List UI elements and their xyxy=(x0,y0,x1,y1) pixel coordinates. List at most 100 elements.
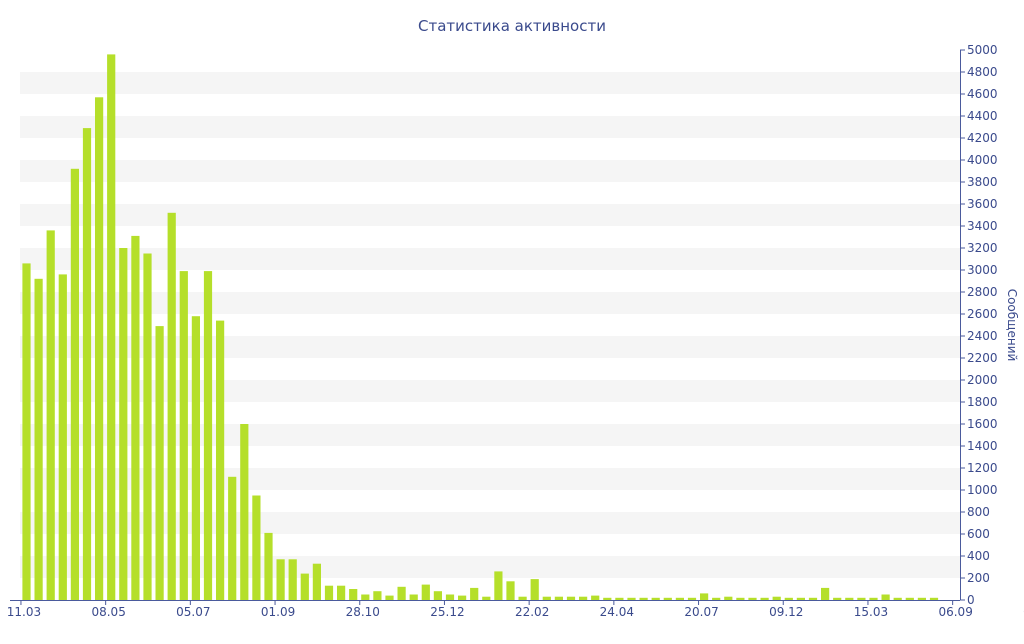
y-tick-label: 1200 xyxy=(967,461,998,475)
bar xyxy=(821,587,830,600)
x-tick-label: 24.04 xyxy=(600,605,634,619)
y-tick-label: 1000 xyxy=(967,483,998,497)
bar xyxy=(58,274,67,600)
bar xyxy=(639,597,648,600)
bar xyxy=(542,596,551,600)
bar xyxy=(70,168,79,601)
y-tick-label: 4600 xyxy=(967,87,998,101)
y-tick-label: 400 xyxy=(967,549,990,563)
y-tick-label: 4400 xyxy=(967,109,998,123)
y-tick-label: 3400 xyxy=(967,219,998,233)
bar xyxy=(518,596,527,600)
chart-title: Статистика активности xyxy=(418,17,606,35)
grid-band xyxy=(20,292,960,314)
bar xyxy=(107,54,116,600)
bar xyxy=(929,597,939,600)
bar xyxy=(143,253,152,600)
bar xyxy=(433,591,442,600)
bar xyxy=(385,595,394,600)
x-tick-label: 15.03 xyxy=(854,605,888,619)
bar xyxy=(312,563,321,600)
bar xyxy=(337,585,346,600)
y-tick-label: 2400 xyxy=(967,329,998,343)
bar xyxy=(458,595,467,600)
bar xyxy=(869,597,878,600)
y-tick-label: 3600 xyxy=(967,197,998,211)
bar xyxy=(82,128,92,600)
bar xyxy=(893,597,902,600)
bar xyxy=(46,230,55,600)
y-tick-label: 2000 xyxy=(967,373,998,387)
bar xyxy=(203,271,213,600)
bar xyxy=(349,589,358,600)
grid-band xyxy=(20,380,960,402)
bar xyxy=(554,596,563,600)
bar xyxy=(566,596,576,600)
bar xyxy=(397,586,406,600)
bar xyxy=(216,320,225,600)
y-tick-label: 800 xyxy=(967,505,990,519)
bar xyxy=(191,316,200,600)
y-tick-label: 200 xyxy=(967,571,990,585)
grid-band xyxy=(20,72,960,94)
bar xyxy=(530,579,539,600)
bar xyxy=(445,594,455,600)
bar xyxy=(687,597,697,600)
bar xyxy=(506,581,515,600)
x-tick-label: 11.03 xyxy=(7,605,41,619)
y-tick-label: 1600 xyxy=(967,417,998,431)
bar xyxy=(264,532,273,600)
y-tick-label: 2200 xyxy=(967,351,998,365)
y-tick-label: 1800 xyxy=(967,395,998,409)
bar xyxy=(857,597,866,600)
axes: 0 200 400 600 800 1000 1200 1400 1600 1800 2000 220… xyxy=(7,43,1024,619)
bar xyxy=(712,597,721,600)
bar xyxy=(760,597,769,600)
bar xyxy=(167,212,176,601)
bar xyxy=(845,597,854,600)
y-axis-label: Сообщений xyxy=(1005,289,1019,362)
y-tick-label: 3800 xyxy=(967,175,998,189)
x-tick-label: 25.12 xyxy=(430,605,464,619)
bar xyxy=(119,248,128,600)
bar xyxy=(288,559,297,600)
grid-band xyxy=(20,336,960,358)
grid-band xyxy=(20,160,960,182)
bar xyxy=(772,596,781,600)
bar xyxy=(591,595,600,600)
grid-band xyxy=(20,424,960,446)
bar xyxy=(700,593,709,600)
bar xyxy=(361,594,370,600)
y-tick-label: 5000 xyxy=(967,43,998,57)
y-tick-label: 2800 xyxy=(967,285,998,299)
bar xyxy=(470,587,479,600)
x-tick-label: 08.05 xyxy=(91,605,125,619)
bar xyxy=(663,597,672,600)
bar xyxy=(240,424,249,600)
bar xyxy=(579,596,588,600)
bar xyxy=(95,97,104,601)
bar xyxy=(34,278,43,600)
bar xyxy=(252,495,261,600)
bar xyxy=(627,597,636,600)
y-tick-label: 600 xyxy=(967,527,990,541)
grid-band xyxy=(20,248,960,270)
x-tick-label: 28.10 xyxy=(346,605,380,619)
grid-bands xyxy=(20,72,960,578)
bar xyxy=(808,597,818,600)
y-tick-label: 1400 xyxy=(967,439,998,453)
bar xyxy=(300,573,309,600)
bar xyxy=(917,597,926,600)
x-tick-label: 22.02 xyxy=(515,605,549,619)
bar xyxy=(228,476,237,600)
bar xyxy=(784,597,793,600)
grid-band xyxy=(20,116,960,138)
x-tick-label: 05.07 xyxy=(176,605,210,619)
bar xyxy=(131,235,140,600)
bar xyxy=(421,584,430,600)
bar xyxy=(22,263,31,600)
y-tick-label: 3200 xyxy=(967,241,998,255)
bar xyxy=(724,596,733,600)
y-tick-label: 4000 xyxy=(967,153,998,167)
